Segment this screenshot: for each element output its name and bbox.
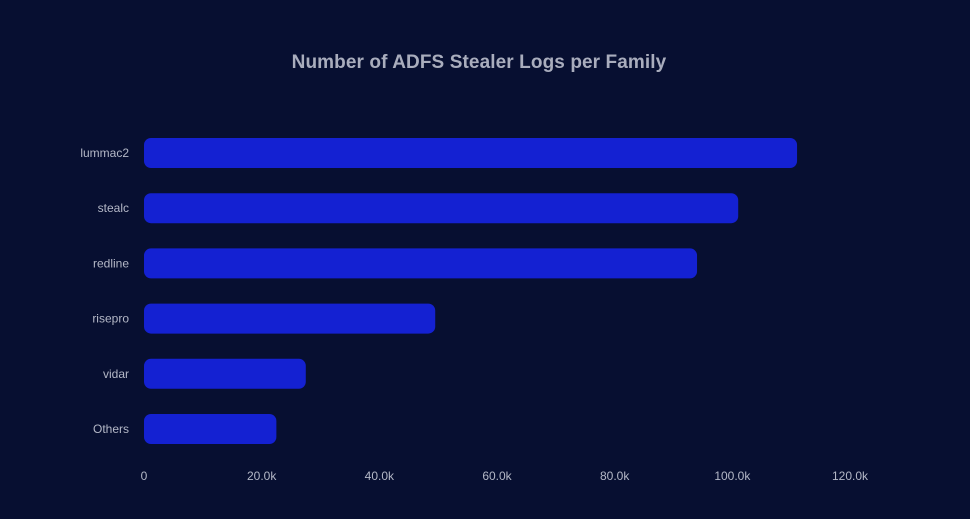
category-label-risepro: risepro — [92, 312, 129, 326]
x-tick-label: 0 — [141, 469, 148, 483]
bar-risepro — [144, 303, 436, 334]
category-label-others: Others — [93, 422, 129, 436]
bar-others — [144, 414, 277, 444]
category-label-redline: redline — [93, 256, 129, 270]
bar-redline — [144, 248, 698, 279]
x-tick-label: 120.0k — [832, 469, 869, 483]
x-tick-label: 80.0k — [600, 469, 630, 483]
x-tick-label: 40.0k — [365, 469, 395, 483]
category-label-stealc: stealc — [98, 201, 129, 215]
chart-title: Number of ADFS Stealer Logs per Family — [291, 52, 667, 73]
bar-vidar — [144, 358, 306, 389]
bar-stealc — [144, 193, 739, 224]
category-label-lummac2: lummac2 — [80, 146, 129, 160]
x-tick-label: 100.0k — [714, 469, 751, 483]
x-tick-label: 60.0k — [482, 469, 512, 483]
x-tick-label: 20.0k — [247, 469, 277, 483]
bar-lummac2 — [144, 138, 798, 168]
category-label-vidar: vidar — [103, 367, 129, 381]
